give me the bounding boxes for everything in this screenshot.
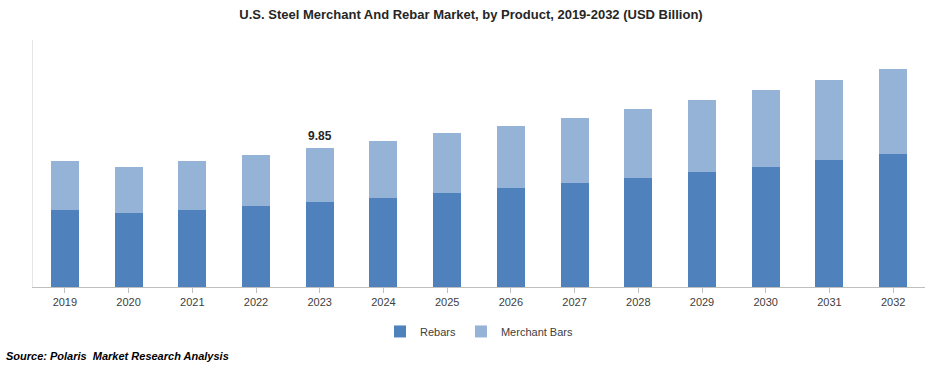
svg-text:2029: 2029 [690,296,714,308]
svg-text:2021: 2021 [180,296,204,308]
svg-text:2025: 2025 [435,296,459,308]
svg-text:2022: 2022 [244,296,268,308]
svg-text:Rebars: Rebars [420,326,456,338]
svg-text:2030: 2030 [753,296,777,308]
svg-text:U.S. Steel Merchant And Rebar: U.S. Steel Merchant And Rebar Market, by… [239,7,702,22]
svg-text:2031: 2031 [817,296,841,308]
svg-text:2024: 2024 [371,296,395,308]
svg-text:2019: 2019 [53,296,77,308]
svg-text:2028: 2028 [626,296,650,308]
svg-text:2027: 2027 [562,296,586,308]
svg-text:9.85: 9.85 [308,129,332,143]
svg-text:2032: 2032 [881,296,905,308]
svg-text:2023: 2023 [307,296,331,308]
svg-text:2026: 2026 [499,296,523,308]
svg-text:2020: 2020 [116,296,140,308]
svg-text:Source: Polaris Market Resear: Source: Polaris Market Research Analysis [6,350,229,362]
svg-text:Merchant Bars: Merchant Bars [501,326,573,338]
